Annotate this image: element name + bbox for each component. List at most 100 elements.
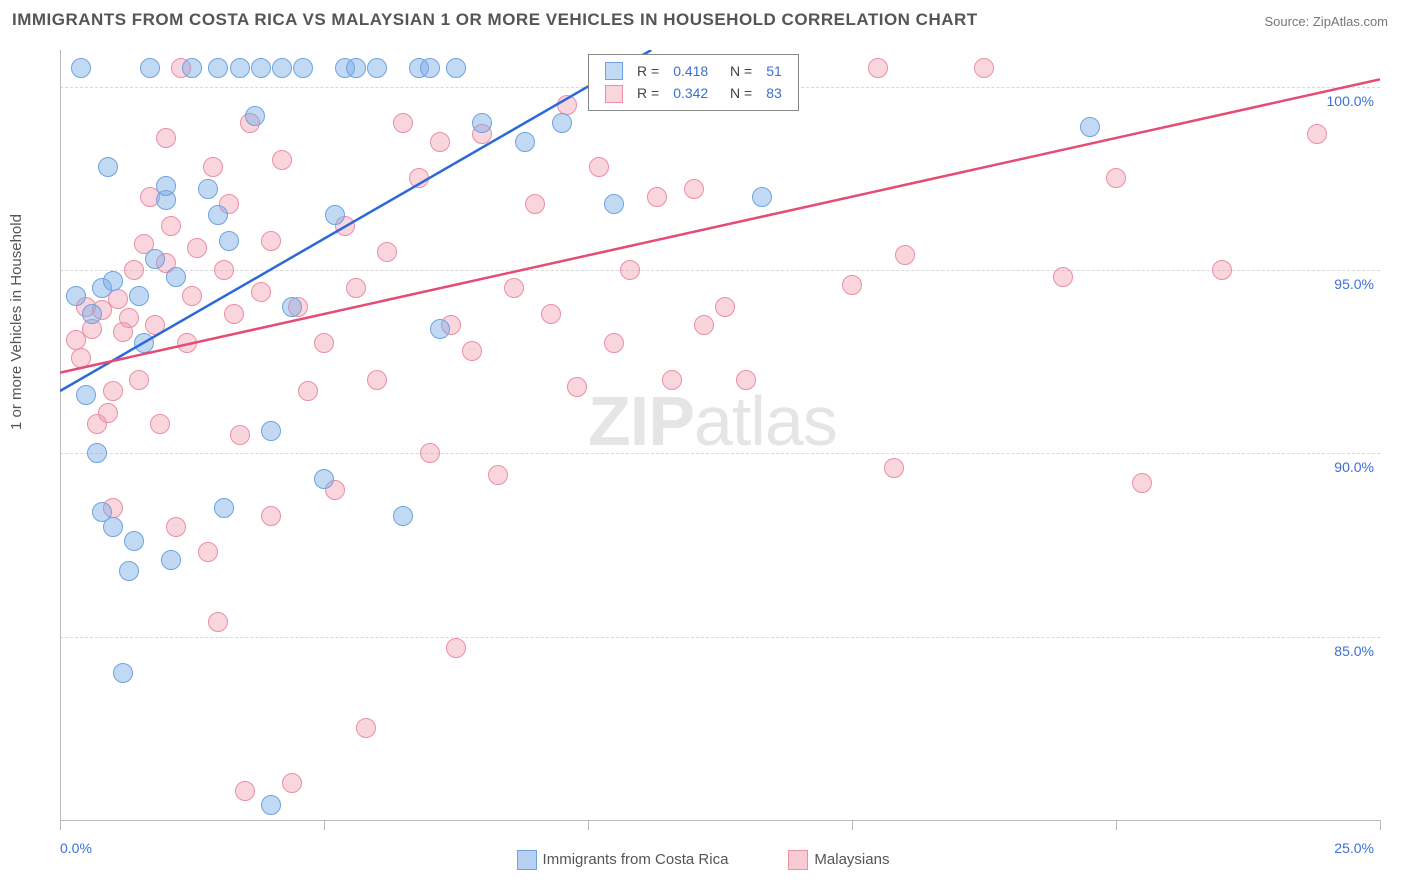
data-point bbox=[325, 205, 345, 225]
data-point bbox=[282, 773, 302, 793]
data-point bbox=[715, 297, 735, 317]
stats-legend: R =0.418 N =51R =0.342 N =83 bbox=[588, 54, 799, 111]
x-tick bbox=[60, 820, 61, 830]
data-point bbox=[541, 304, 561, 324]
data-point bbox=[462, 341, 482, 361]
data-point bbox=[1106, 168, 1126, 188]
data-point bbox=[446, 58, 466, 78]
data-point bbox=[103, 271, 123, 291]
data-point bbox=[1212, 260, 1232, 280]
data-point bbox=[245, 106, 265, 126]
data-point bbox=[103, 381, 123, 401]
data-point bbox=[346, 58, 366, 78]
data-point bbox=[230, 425, 250, 445]
data-point bbox=[346, 278, 366, 298]
data-point bbox=[409, 168, 429, 188]
data-point bbox=[87, 443, 107, 463]
data-point bbox=[1080, 117, 1100, 137]
data-point bbox=[472, 113, 492, 133]
scatter-plot: 85.0%90.0%95.0%100.0%0.0%25.0%ZIPatlasR … bbox=[60, 50, 1380, 820]
data-point bbox=[203, 157, 223, 177]
data-point bbox=[166, 267, 186, 287]
data-point bbox=[515, 132, 535, 152]
data-point bbox=[1132, 473, 1152, 493]
data-point bbox=[145, 249, 165, 269]
y-tick-label: 85.0% bbox=[1334, 643, 1374, 659]
data-point bbox=[884, 458, 904, 478]
data-point bbox=[166, 517, 186, 537]
data-point bbox=[282, 297, 302, 317]
y-tick-label: 100.0% bbox=[1327, 93, 1374, 109]
data-point bbox=[150, 414, 170, 434]
data-point bbox=[261, 421, 281, 441]
data-point bbox=[98, 403, 118, 423]
data-point bbox=[895, 245, 915, 265]
data-point bbox=[177, 333, 197, 353]
data-point bbox=[552, 113, 572, 133]
data-point bbox=[1307, 124, 1327, 144]
x-tick bbox=[324, 820, 325, 830]
data-point bbox=[98, 157, 118, 177]
data-point bbox=[71, 348, 91, 368]
data-point bbox=[156, 128, 176, 148]
data-point bbox=[842, 275, 862, 295]
data-point bbox=[119, 561, 139, 581]
trend-lines bbox=[60, 50, 1380, 820]
gridline bbox=[60, 270, 1380, 271]
data-point bbox=[82, 304, 102, 324]
data-point bbox=[140, 58, 160, 78]
data-point bbox=[684, 179, 704, 199]
data-point bbox=[298, 381, 318, 401]
y-axis bbox=[60, 50, 61, 820]
data-point bbox=[251, 58, 271, 78]
gridline bbox=[60, 637, 1380, 638]
y-tick-label: 90.0% bbox=[1334, 459, 1374, 475]
data-point bbox=[557, 95, 577, 115]
data-point bbox=[868, 58, 888, 78]
legend-item: Malaysians bbox=[788, 851, 889, 868]
data-point bbox=[694, 315, 714, 335]
data-point bbox=[393, 113, 413, 133]
data-point bbox=[124, 531, 144, 551]
data-point bbox=[208, 205, 228, 225]
data-point bbox=[198, 542, 218, 562]
data-point bbox=[124, 260, 144, 280]
data-point bbox=[420, 58, 440, 78]
gridline bbox=[60, 453, 1380, 454]
data-point bbox=[430, 132, 450, 152]
x-tick bbox=[852, 820, 853, 830]
data-point bbox=[420, 443, 440, 463]
data-point bbox=[182, 286, 202, 306]
data-point bbox=[393, 506, 413, 526]
data-point bbox=[103, 517, 123, 537]
data-point bbox=[647, 187, 667, 207]
data-point bbox=[314, 333, 334, 353]
data-point bbox=[251, 282, 271, 302]
data-point bbox=[76, 385, 96, 405]
watermark: ZIPatlas bbox=[588, 381, 837, 461]
data-point bbox=[224, 304, 244, 324]
data-point bbox=[66, 286, 86, 306]
data-point bbox=[356, 718, 376, 738]
data-point bbox=[134, 333, 154, 353]
data-point bbox=[113, 663, 133, 683]
data-point bbox=[367, 58, 387, 78]
data-point bbox=[161, 550, 181, 570]
data-point bbox=[119, 308, 139, 328]
data-point bbox=[219, 231, 239, 251]
data-point bbox=[1053, 267, 1073, 287]
data-point bbox=[129, 286, 149, 306]
data-point bbox=[235, 781, 255, 801]
data-point bbox=[71, 58, 91, 78]
data-point bbox=[504, 278, 524, 298]
data-point bbox=[261, 795, 281, 815]
legend-item: Immigrants from Costa Rica bbox=[517, 851, 729, 868]
data-point bbox=[161, 216, 181, 236]
data-point bbox=[367, 370, 387, 390]
data-point bbox=[261, 506, 281, 526]
data-point bbox=[752, 187, 772, 207]
chart-title: IMMIGRANTS FROM COSTA RICA VS MALAYSIAN … bbox=[12, 10, 978, 30]
x-tick bbox=[588, 820, 589, 830]
data-point bbox=[604, 194, 624, 214]
data-point bbox=[488, 465, 508, 485]
